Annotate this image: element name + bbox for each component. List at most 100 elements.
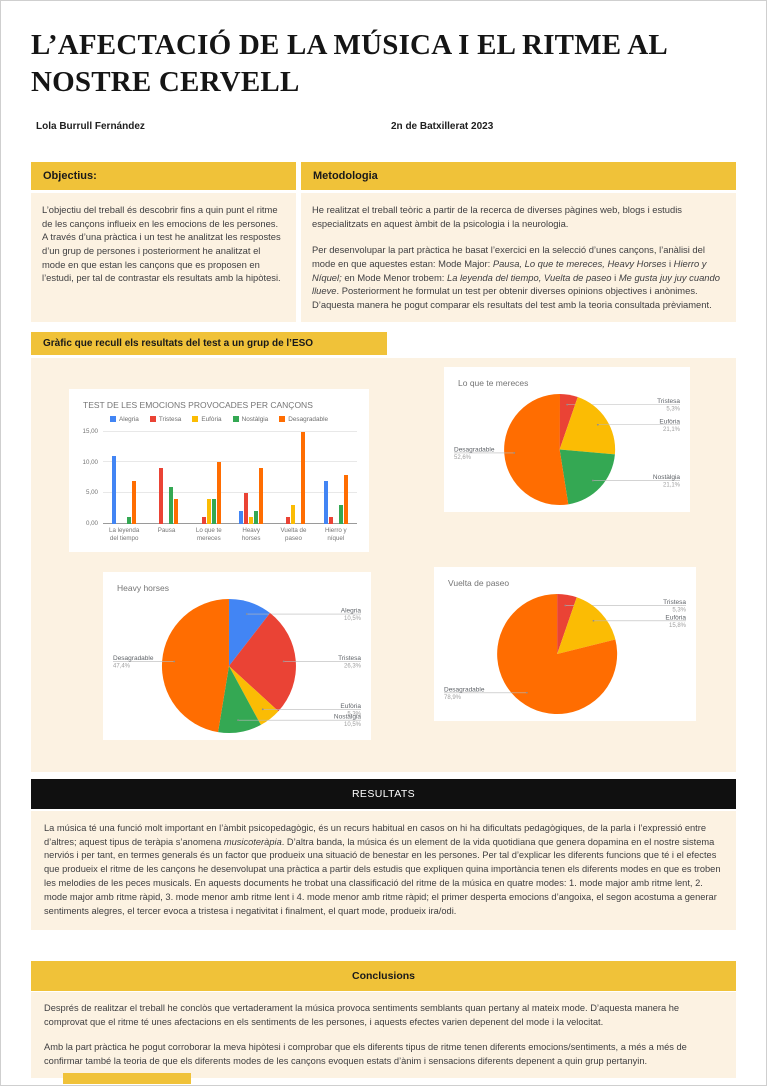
label-anchor-dot: [282, 660, 285, 662]
legend-item-Tristesa: Tristesa: [149, 416, 181, 423]
byline-author: Lola Burrull Fernández: [36, 121, 145, 133]
section-objectius: Objectius: L’objectiu del treball és des…: [31, 162, 296, 322]
bar-Tristesa: [159, 468, 164, 524]
label-anchor-dot: [245, 612, 248, 615]
bar-Nostàlgia: [254, 511, 259, 524]
x-axis-label: Heavy horses: [241, 526, 261, 542]
pie-label-name: Eufòria: [340, 702, 361, 709]
bar-Tristesa: [286, 517, 291, 524]
pie-slice-Desagradable: [161, 598, 229, 732]
label-anchor-dot: [173, 660, 176, 663]
pie-chart-title: Heavy horses: [117, 582, 169, 593]
pie-label-percent: 5,3%: [672, 607, 686, 613]
legend-swatch: [109, 416, 116, 423]
pie-label-percent: 21,1%: [663, 482, 681, 488]
legend-swatch: [192, 416, 199, 423]
pie-label-name: Tristesa: [338, 654, 361, 661]
pie-slice-Alegria: [228, 598, 271, 666]
gridline: [103, 522, 357, 524]
pie-slice-Eufòria: [228, 665, 279, 725]
grafic-banner: Gràfic que recull els resultats del test…: [31, 331, 387, 355]
conclusions-paragraph-2: Amb la part pràctica he pogut corroborar…: [44, 1042, 687, 1066]
metodologia-paragraph-2: Per desenvolupar la part pràctica he bas…: [312, 244, 720, 310]
bar-group: [272, 431, 314, 524]
bar-group: [315, 432, 357, 524]
label-anchor-dot: [513, 451, 516, 454]
pie-label-name: Nostàlgia: [334, 713, 361, 720]
label-anchor-dot: [596, 423, 599, 426]
gridline: [103, 430, 357, 432]
bar-Eufòria: [249, 517, 254, 524]
resultats-body: La música té una funció molt important e…: [31, 810, 736, 931]
pie-label-percent: 21,1%: [663, 426, 681, 432]
bar-Alegria: [112, 456, 117, 524]
bar-Tristesa: [244, 492, 249, 524]
pie-chart-lo-que-te-mereces: Lo que te mereces Tristesa 5,3% Eufòria 21,…: [444, 366, 690, 512]
byline: Lola Burrull Fernández 2n de Batxillerat…: [31, 121, 736, 134]
objectius-paragraph: L’objectiu del treball és descobrir fins…: [42, 204, 281, 284]
bar-Nostàlgia: [338, 505, 343, 524]
label-anchor-dot: [261, 707, 264, 710]
bar-group: [188, 432, 230, 524]
bar-Desagradable: [216, 462, 221, 524]
bar-Desagradable: [343, 474, 348, 524]
legend-swatch: [232, 416, 239, 423]
bar-Tristesa: [201, 517, 206, 524]
byline-course: 2n de Batxillerat 2023: [391, 121, 494, 133]
bar-group: [230, 432, 272, 524]
bar-Eufòria: [291, 505, 296, 524]
charts-panel: TEST DE LES EMOCIONS PROVOCADES PER CANÇ…: [31, 357, 736, 772]
bar-groups: [103, 431, 357, 524]
y-axis-label: 15,00: [82, 428, 98, 436]
page-title: L’AFECTACIÓ DE LA MÚSICA I EL RITME AL N…: [31, 27, 736, 101]
bar-group: [145, 432, 187, 524]
x-axis-label: Lo que te mereces: [195, 526, 222, 542]
bar-Eufòria: [206, 499, 211, 524]
bar-Desagradable: [174, 499, 179, 524]
pie-svg: Alegria 10,5% Tristesa 26,3% Eufòria 5,3%Nost…: [113, 598, 362, 733]
pie-label-name: Desagradable: [113, 655, 154, 662]
legend-swatch: [149, 416, 156, 423]
y-axis-label: 5,00: [85, 489, 98, 497]
bar-chart-card: TEST DE LES EMOCIONS PROVOCADES PER CANÇ…: [69, 388, 369, 552]
page-title-line-2: NOSTRE CERVELL: [31, 66, 300, 99]
bar-Nostàlgia: [169, 486, 174, 524]
bar-chart-legend: Alegria Tristesa Eufòria Nostàlgia Desagrada…: [69, 416, 369, 423]
x-axis-label: La leyenda del tiempo: [109, 526, 140, 542]
bar-group: [103, 432, 145, 524]
legend-item-Desagradable: Desagradable: [279, 416, 328, 423]
legend-item-Nostàlgia: Nostàlgia: [232, 416, 268, 423]
x-axis-label: Pausa: [157, 526, 176, 534]
bar-Nostàlgia: [211, 499, 216, 524]
footer-accent-bar: [63, 1073, 191, 1084]
pie-label-percent: 15,8%: [669, 622, 687, 628]
pie-label-name: Eufòria: [665, 614, 686, 621]
pie-label-percent: 47,4%: [113, 663, 131, 669]
pie-label-name: Tristesa: [663, 599, 686, 606]
resultats-paragraph: La música té una funció molt important e…: [44, 822, 721, 917]
pie-label-name: Desagradable: [444, 686, 485, 693]
y-axis-label: 0,00: [85, 520, 98, 528]
pie-slice-Nostàlgia: [218, 665, 261, 733]
pie-label-name: Eufòria: [659, 418, 680, 425]
label-anchor-dot: [525, 691, 528, 694]
legend-item-Alegria: Alegria: [109, 416, 139, 423]
metodologia-paragraph-1: He realitzat el treball teòric a partir …: [312, 204, 682, 229]
objectius-header: Objectius:: [31, 162, 296, 191]
label-anchor-dot: [592, 619, 595, 622]
x-axis-label: Hierro y níquel: [324, 526, 347, 542]
gridline: [103, 491, 357, 493]
bar-Alegria: [239, 511, 244, 524]
conclusions-paragraph-1: Després de realitzar el treball he concl…: [44, 1003, 680, 1027]
pie-slice-Nostàlgia: [559, 449, 615, 504]
conclusions-banner: Conclusions: [31, 961, 736, 992]
pie-label-percent: 26,3%: [344, 663, 362, 669]
bar-Tristesa: [328, 517, 333, 524]
resultats-banner: RESULTATS: [31, 778, 736, 809]
label-anchor-dot: [566, 403, 569, 406]
pie-label-name: Nostàlgia: [653, 474, 680, 481]
pie-label-name: Tristesa: [657, 398, 680, 405]
legend-swatch: [279, 416, 286, 423]
